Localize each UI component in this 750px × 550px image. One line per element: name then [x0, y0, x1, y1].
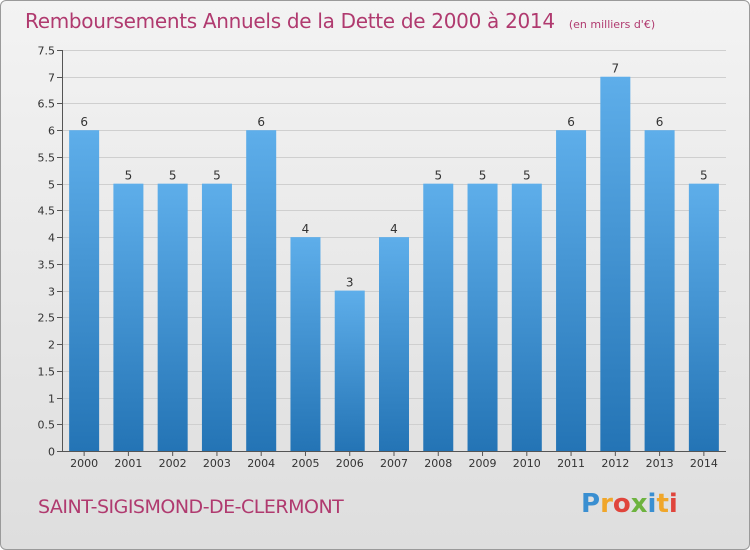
y-tick-label: 2	[48, 339, 55, 352]
chart-subtitle: (en milliers d'€)	[568, 18, 656, 31]
data-label-2011: 6	[567, 115, 575, 129]
x-tick-label-2012: 2012	[601, 457, 629, 470]
data-label-2013: 6	[656, 115, 664, 129]
x-tick-label-2008: 2008	[424, 457, 452, 470]
x-tick-label-2013: 2013	[646, 457, 674, 470]
y-tick-label: 6.5	[38, 98, 56, 111]
x-tick-label-2010: 2010	[513, 457, 541, 470]
data-label-2005: 4	[302, 222, 310, 236]
data-label-2012: 7	[612, 62, 620, 76]
x-tick-label-2003: 2003	[203, 457, 231, 470]
y-tick-label: 4.5	[38, 205, 56, 218]
x-tick-label-2001: 2001	[114, 457, 142, 470]
data-label-2002: 5	[169, 169, 177, 183]
bar-2012	[600, 76, 631, 451]
x-tick-label-2004: 2004	[247, 457, 275, 470]
bar-2004	[246, 130, 277, 451]
data-label-2009: 5	[479, 169, 487, 183]
y-tick-label: 5.5	[38, 152, 56, 165]
x-tick-label-2009: 2009	[469, 457, 497, 470]
y-tick-label: 2.5	[38, 312, 56, 325]
bar-2001	[113, 183, 144, 451]
data-label-2014: 5	[700, 169, 708, 183]
bar-2002	[157, 183, 188, 451]
y-tick-label: 5	[48, 179, 55, 192]
x-tick-label-2005: 2005	[291, 457, 319, 470]
x-tick-label-2006: 2006	[336, 457, 364, 470]
data-label-2010: 5	[523, 169, 531, 183]
bar-2008	[423, 183, 454, 451]
y-tick-label: 0.5	[38, 419, 56, 432]
bar-2014	[688, 183, 719, 451]
commune-name: SAINT-SIGISMOND-DE-CLERMONT	[38, 496, 344, 518]
bar-2011	[556, 130, 587, 451]
bar-2006	[334, 290, 365, 451]
data-label-2001: 5	[125, 169, 133, 183]
y-tick-label: 3.5	[38, 259, 56, 272]
y-tick-label: 1	[48, 393, 55, 406]
bar-2003	[201, 183, 232, 451]
x-tick-label-2014: 2014	[690, 457, 718, 470]
data-label-2004: 6	[257, 115, 265, 129]
chart-title-text: Remboursements Annuels de la Dette de 20…	[25, 9, 555, 33]
data-label-2006: 3	[346, 276, 354, 290]
y-tick-label: 3	[48, 286, 55, 299]
x-tick-label-2007: 2007	[380, 457, 408, 470]
bar-2007	[379, 237, 409, 451]
data-label-2003: 5	[213, 169, 221, 183]
x-tick-label-2002: 2002	[159, 457, 187, 470]
proxiti-logo: Proxiti	[581, 489, 678, 519]
bar-2009	[467, 183, 498, 451]
chart-title: Remboursements Annuels de la Dette de 20…	[25, 9, 655, 33]
y-tick-label: 7.5	[38, 45, 56, 58]
bar-2000	[69, 130, 100, 451]
y-tick-label: 1.5	[38, 366, 56, 379]
bar-2013	[644, 130, 675, 451]
x-tick-label-2000: 2000	[70, 457, 98, 470]
y-tick-label: 7	[48, 72, 55, 85]
y-tick-label: 6	[48, 125, 55, 138]
bar-2010	[511, 183, 542, 451]
data-label-2007: 4	[390, 222, 398, 236]
x-tick-label-2011: 2011	[557, 457, 585, 470]
bar-2005	[290, 237, 321, 451]
data-label-2000: 6	[80, 115, 88, 129]
y-tick-label: 4	[48, 232, 55, 245]
y-tick-label: 0	[48, 446, 55, 459]
data-label-2008: 5	[434, 169, 442, 183]
